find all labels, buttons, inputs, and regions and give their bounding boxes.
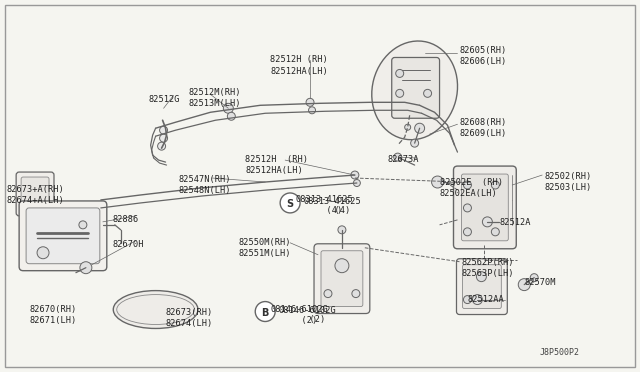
Circle shape: [338, 226, 346, 234]
Circle shape: [223, 103, 234, 113]
Circle shape: [306, 98, 314, 106]
Text: 82886: 82886: [113, 215, 139, 224]
Text: 82502E  (RH)
82502EA(LH): 82502E (RH) 82502EA(LH): [440, 178, 502, 198]
FancyBboxPatch shape: [461, 174, 508, 241]
Circle shape: [431, 176, 444, 188]
Circle shape: [518, 279, 530, 291]
Text: 82550M(RH)
82551M(LH): 82550M(RH) 82551M(LH): [238, 238, 291, 258]
Circle shape: [157, 142, 166, 150]
Text: 82673A: 82673A: [388, 155, 419, 164]
Text: 08313-41625: 08313-41625: [303, 197, 361, 206]
Circle shape: [463, 228, 472, 236]
Circle shape: [396, 70, 404, 77]
Circle shape: [352, 290, 360, 298]
Circle shape: [483, 217, 492, 227]
Circle shape: [394, 153, 402, 161]
Circle shape: [351, 171, 359, 179]
Text: 82670H: 82670H: [113, 240, 144, 249]
Circle shape: [280, 193, 300, 213]
Circle shape: [424, 89, 431, 97]
Circle shape: [463, 296, 472, 304]
Circle shape: [463, 204, 472, 212]
Circle shape: [476, 272, 486, 282]
Circle shape: [159, 126, 168, 134]
Text: 82512M(RH)
82513M(LH): 82512M(RH) 82513M(LH): [189, 89, 241, 109]
Ellipse shape: [113, 291, 198, 328]
FancyBboxPatch shape: [21, 177, 49, 211]
Text: 82673+A(RH)
82674+A(LH): 82673+A(RH) 82674+A(LH): [6, 185, 64, 205]
Circle shape: [396, 89, 404, 97]
Circle shape: [335, 259, 349, 273]
Text: 82512A: 82512A: [499, 218, 531, 227]
Circle shape: [159, 134, 168, 142]
Circle shape: [492, 228, 499, 236]
Circle shape: [492, 181, 499, 189]
Text: J8P500P2: J8P500P2: [539, 348, 579, 357]
FancyBboxPatch shape: [392, 58, 440, 118]
Circle shape: [255, 302, 275, 321]
Text: 08146-6102G
      (2): 08146-6102G (2): [270, 305, 328, 325]
Text: 82670(RH)
82671(LH): 82670(RH) 82671(LH): [29, 305, 76, 325]
Text: 82512H  (RH)
82512HA(LH): 82512H (RH) 82512HA(LH): [245, 155, 308, 175]
Text: 82673(RH)
82674(LH): 82673(RH) 82674(LH): [166, 308, 213, 328]
Text: 82512G: 82512G: [148, 95, 180, 104]
FancyBboxPatch shape: [454, 166, 516, 249]
Circle shape: [79, 221, 87, 229]
Circle shape: [404, 124, 411, 130]
Text: 82608(RH)
82609(LH): 82608(RH) 82609(LH): [460, 118, 507, 138]
Circle shape: [308, 107, 316, 114]
Text: S: S: [287, 199, 294, 209]
FancyBboxPatch shape: [26, 208, 100, 264]
FancyBboxPatch shape: [314, 244, 370, 314]
Circle shape: [37, 247, 49, 259]
Ellipse shape: [372, 41, 458, 140]
Circle shape: [411, 139, 419, 147]
Circle shape: [530, 274, 538, 282]
Circle shape: [227, 112, 236, 120]
Text: 82512AA: 82512AA: [467, 295, 504, 304]
Circle shape: [415, 123, 424, 133]
Circle shape: [353, 180, 360, 186]
FancyBboxPatch shape: [321, 251, 363, 307]
FancyBboxPatch shape: [19, 201, 107, 271]
Text: 82502(RH)
82503(LH): 82502(RH) 82503(LH): [544, 172, 591, 192]
Text: 82605(RH)
82606(LH): 82605(RH) 82606(LH): [460, 45, 507, 65]
Circle shape: [324, 290, 332, 298]
Text: 82570M: 82570M: [524, 278, 556, 287]
Text: (2): (2): [278, 314, 325, 324]
FancyBboxPatch shape: [16, 172, 54, 216]
Text: 82512H (RH)
82512HA(LH): 82512H (RH) 82512HA(LH): [270, 55, 328, 76]
Circle shape: [80, 262, 92, 274]
Circle shape: [472, 295, 483, 305]
Text: (4): (4): [303, 206, 350, 215]
Text: 08313-41625
      (4): 08313-41625 (4): [295, 195, 353, 215]
Text: 08146-6102G: 08146-6102G: [278, 305, 336, 315]
Text: 82562P(RH)
82563P(LH): 82562P(RH) 82563P(LH): [461, 258, 514, 278]
FancyBboxPatch shape: [463, 265, 501, 308]
Text: 82547N(RH)
82548N(LH): 82547N(RH) 82548N(LH): [179, 175, 231, 195]
FancyBboxPatch shape: [456, 259, 508, 314]
Circle shape: [463, 181, 472, 189]
Text: B: B: [262, 308, 269, 318]
